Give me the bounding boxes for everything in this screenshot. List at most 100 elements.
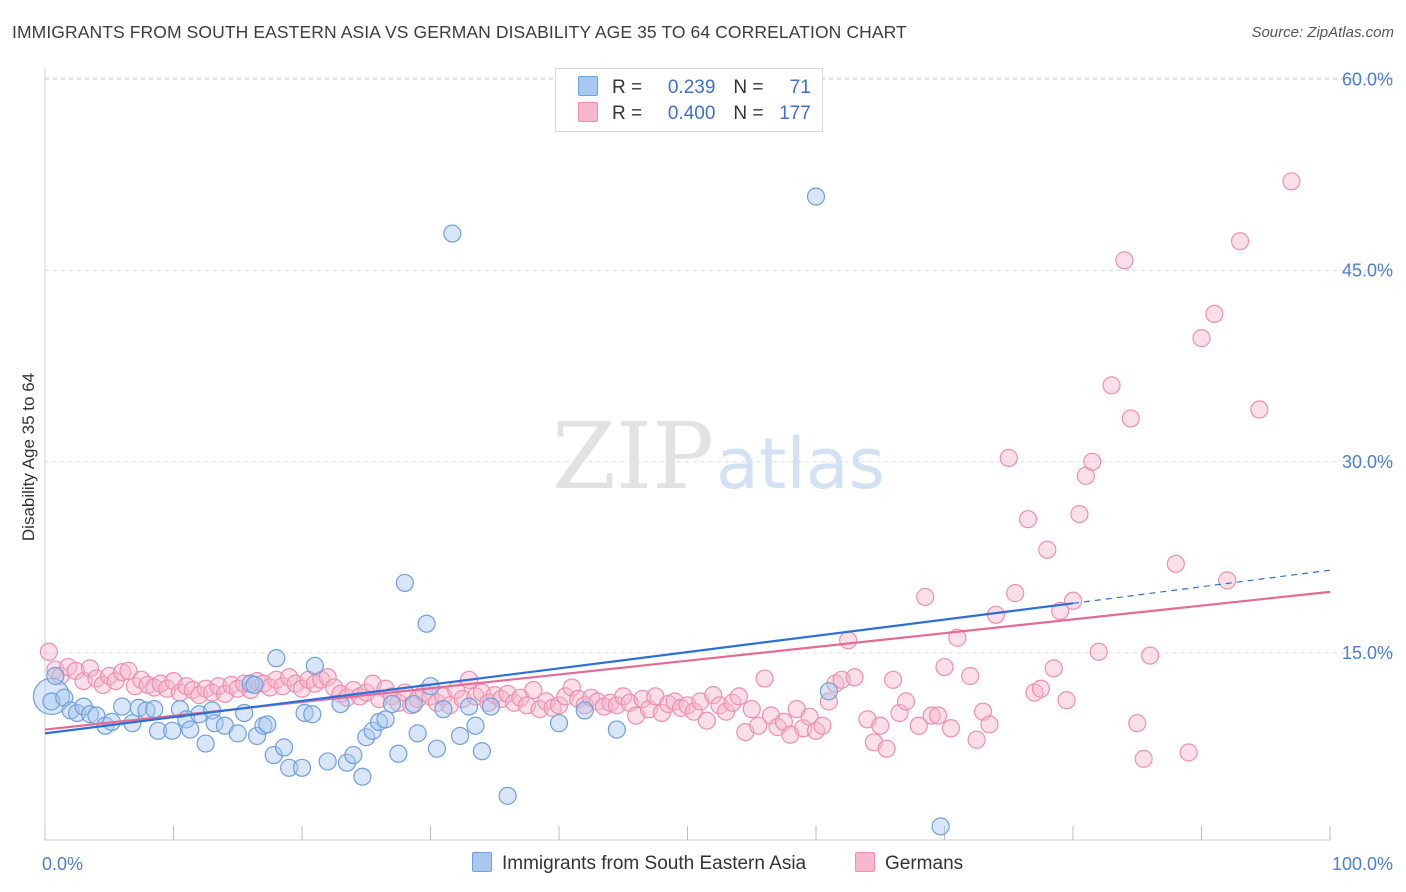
axes: [44, 68, 1331, 841]
germans-point: [1134, 749, 1153, 768]
watermark: ZIP atlas: [552, 403, 885, 510]
immigrants-point: [267, 649, 286, 668]
germans-point: [106, 671, 125, 691]
immigrants-point: [481, 697, 500, 716]
germans-point: [112, 663, 132, 682]
immigrants-point: [196, 734, 215, 753]
germans-point: [922, 706, 941, 725]
germans-point: [318, 668, 337, 687]
germans-point: [80, 659, 100, 678]
immigrants-point: [395, 573, 414, 593]
immigrants-point: [170, 700, 190, 719]
source-note: Source: ZipAtlas.com: [1251, 24, 1394, 41]
germans-point: [1192, 329, 1211, 348]
germans-point: [890, 703, 909, 723]
germans-point: [839, 631, 858, 650]
germans-point: [1044, 659, 1063, 678]
immigrants-points: [32, 187, 950, 836]
immigrants-point: [264, 745, 283, 765]
germans-point: [845, 668, 864, 687]
germans-point: [742, 700, 761, 719]
germans-point: [524, 680, 543, 700]
immigrants-point: [112, 697, 132, 716]
germans-point: [1102, 376, 1121, 395]
bottom-legend-swatch-pink: [855, 852, 875, 872]
immigrants-point: [575, 701, 594, 720]
germans-point: [941, 719, 961, 738]
legend-n-value: 177: [779, 103, 811, 124]
immigrants-point: [408, 724, 427, 743]
immigrants-point: [498, 786, 517, 805]
legend-r-label: R =: [612, 77, 643, 98]
germans-point: [66, 661, 85, 681]
immigrants-point: [417, 614, 436, 633]
immigrants-point: [472, 742, 491, 761]
watermark-zip: ZIP: [552, 403, 714, 510]
immigrants-point: [305, 656, 324, 675]
immigrants-point: [466, 716, 485, 735]
germans-point: [749, 716, 768, 735]
y-tick-label: 15.0%: [1342, 643, 1393, 663]
germans-point: [1166, 554, 1185, 573]
immigrants-point: [247, 726, 267, 746]
germans-point: [1179, 743, 1198, 762]
germans-point: [1250, 400, 1269, 419]
germans-point: [1121, 409, 1140, 428]
germans-point: [1057, 691, 1076, 710]
germans-point: [948, 628, 967, 647]
immigrants-point: [228, 724, 247, 743]
immigrants-point: [434, 700, 453, 719]
chart-title: IMMIGRANTS FROM SOUTH EASTERN ASIA VS GE…: [12, 22, 907, 42]
germans-point: [729, 687, 749, 706]
germans-point: [896, 692, 916, 711]
legend-n-label: N =: [733, 103, 764, 124]
germans-point: [871, 716, 890, 735]
immigrants-point: [353, 767, 372, 786]
immigrants-point: [245, 675, 264, 695]
immigrants-point: [148, 721, 168, 740]
immigrants-point: [607, 720, 626, 739]
y-tick-label: 45.0%: [1342, 261, 1393, 281]
germans-point: [1070, 504, 1089, 524]
immigrants-point: [258, 715, 277, 734]
immigrants-point: [46, 666, 65, 686]
immigrants-point: [274, 738, 294, 757]
germans-point: [684, 702, 704, 721]
immigrants-point: [145, 700, 164, 719]
immigrants-point: [549, 714, 569, 733]
germans-point: [1063, 591, 1083, 610]
trend-lines: [44, 569, 1331, 735]
legend-swatch-pink: [578, 102, 598, 122]
immigrants-point: [181, 720, 200, 739]
germans-point: [999, 448, 1018, 468]
legend-swatch-blue: [578, 76, 598, 96]
immigrants-point: [163, 721, 182, 740]
immigrants-point: [806, 187, 826, 206]
immigrants-point: [443, 224, 462, 243]
germans-point: [1205, 304, 1224, 323]
bottom-legend-label: Germans: [885, 853, 964, 874]
x-tick-label: 100.0%: [1332, 854, 1393, 874]
bottom-legend-label: Immigrants from South Eastern Asia: [502, 853, 807, 874]
germans-point: [877, 739, 896, 758]
immigrants-point: [363, 721, 382, 740]
germans-point: [819, 692, 838, 711]
germans-point: [1006, 584, 1025, 603]
germans-point: [961, 666, 980, 686]
germans-point: [39, 642, 58, 661]
immigrants-point: [303, 705, 322, 724]
x-tick-label: 0.0%: [42, 854, 83, 874]
legend-row-immigrants: R = 0.239 N = 71: [578, 76, 811, 100]
immigrants-point: [459, 697, 479, 716]
immigrants-point: [427, 739, 447, 758]
germans-point: [813, 716, 832, 735]
immigrants-trend-extension: [1072, 569, 1331, 604]
legend-r-value: 0.239: [667, 77, 716, 98]
immigrants-point: [389, 744, 408, 763]
germans-point: [1038, 540, 1057, 559]
germans-point: [1083, 452, 1102, 471]
immigrants-point: [280, 758, 299, 777]
germans-point: [1282, 172, 1301, 191]
y-axis-title: Disability Age 35 to 64: [19, 373, 38, 541]
